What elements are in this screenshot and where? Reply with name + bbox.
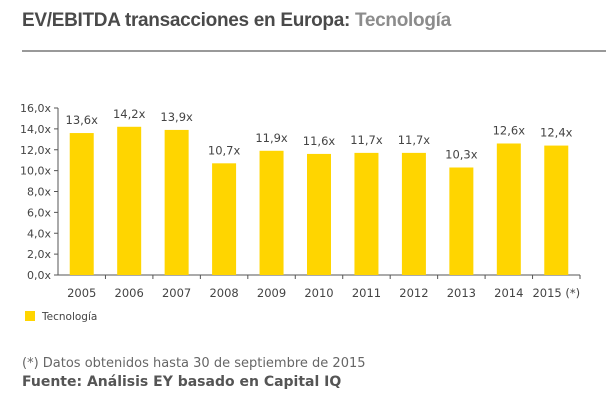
bar — [354, 152, 379, 275]
data-label: 12,4x — [540, 126, 573, 140]
data-label: 11,9x — [255, 131, 288, 145]
y-tick-label: 2,0x — [27, 248, 51, 261]
x-tick-label: 2009 — [257, 286, 286, 300]
y-tick-label: 10,0x — [20, 165, 51, 178]
title-sub: Tecnología — [355, 10, 451, 31]
bar — [164, 129, 189, 275]
bar — [117, 126, 142, 275]
data-label: 10,3x — [445, 147, 478, 161]
x-tick-label: 2007 — [162, 286, 191, 300]
x-tick-label: 2015 (*) — [532, 286, 580, 300]
bar — [401, 152, 426, 275]
x-tick-label: 2010 — [304, 286, 333, 300]
legend-swatch — [25, 311, 35, 321]
bar — [449, 167, 474, 275]
x-tick-label: 2005 — [67, 286, 96, 300]
data-label: 12,6x — [493, 123, 526, 137]
y-tick-label: 16,0x — [20, 102, 51, 115]
bar — [69, 133, 94, 275]
footnote: (*) Datos obtenidos hasta 30 de septiemb… — [22, 356, 366, 371]
data-label: 11,7x — [398, 133, 431, 147]
y-tick-label: 6,0x — [27, 206, 51, 219]
x-tick-label: 2014 — [494, 286, 523, 300]
title-rule — [22, 50, 606, 52]
data-label: 10,7x — [208, 143, 241, 157]
x-tick-label: 2013 — [447, 286, 476, 300]
x-tick-label: 2012 — [399, 286, 428, 300]
data-label: 13,6x — [66, 113, 99, 127]
legend-label: Tecnología — [41, 311, 97, 323]
data-label: 14,2x — [113, 107, 146, 121]
y-tick-label: 4,0x — [27, 227, 51, 240]
y-tick-label: 12,0x — [20, 144, 51, 157]
y-tick-label: 0,0x — [27, 269, 51, 282]
bar — [307, 153, 331, 275]
y-tick-label: 8,0x — [27, 186, 51, 199]
data-label: 13,9x — [160, 110, 193, 124]
source: Fuente: Análisis EY basado en Capital IQ — [22, 374, 342, 390]
bar — [259, 150, 284, 275]
title-main: EV/EBITDA transacciones en Europa: — [22, 10, 351, 31]
bar-chart: 0,0x 2,0x 4,0x 6,0x 8,0x 10,0x 12,0x 14,0x 16,0x… — [20, 102, 581, 323]
x-tick-label: 2008 — [209, 286, 238, 300]
bar — [544, 145, 569, 275]
data-label: 11,6x — [303, 134, 336, 148]
bar — [212, 163, 237, 275]
x-tick-label: 2011 — [352, 286, 381, 300]
chart-title: EV/EBITDA transacciones en Europa: Tecno… — [22, 10, 451, 32]
y-tick-label: 14,0x — [20, 123, 51, 136]
data-label: 11,7x — [350, 133, 383, 147]
bar — [496, 143, 521, 275]
x-tick-label: 2006 — [115, 286, 144, 300]
